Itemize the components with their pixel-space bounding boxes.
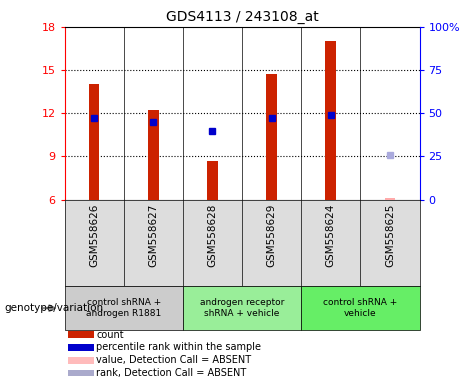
Text: percentile rank within the sample: percentile rank within the sample: [96, 343, 261, 353]
Bar: [68, 370, 94, 376]
Text: GSM558628: GSM558628: [207, 204, 218, 267]
Text: GSM558627: GSM558627: [148, 204, 158, 267]
Bar: [68, 344, 94, 351]
Text: GSM558625: GSM558625: [385, 204, 395, 267]
Bar: [183, 286, 301, 330]
Bar: [207, 161, 218, 200]
Bar: [301, 286, 420, 330]
Bar: [325, 41, 336, 200]
Text: GSM558626: GSM558626: [89, 204, 99, 267]
Bar: [65, 286, 183, 330]
Bar: [68, 357, 94, 364]
Bar: [89, 84, 100, 200]
Text: count: count: [96, 329, 124, 339]
Bar: [266, 74, 277, 200]
Text: androgen receptor
shRNA + vehicle: androgen receptor shRNA + vehicle: [200, 298, 284, 318]
Text: GSM558629: GSM558629: [266, 204, 277, 267]
Bar: [384, 198, 395, 200]
Text: GSM558624: GSM558624: [326, 204, 336, 267]
Bar: [68, 331, 94, 338]
Text: genotype/variation: genotype/variation: [5, 303, 104, 313]
Text: value, Detection Call = ABSENT: value, Detection Call = ABSENT: [96, 355, 252, 365]
Text: control shRNA +
vehicle: control shRNA + vehicle: [323, 298, 397, 318]
Text: control shRNA +
androgen R1881: control shRNA + androgen R1881: [86, 298, 161, 318]
Text: rank, Detection Call = ABSENT: rank, Detection Call = ABSENT: [96, 368, 247, 378]
Bar: [148, 111, 159, 200]
Title: GDS4113 / 243108_at: GDS4113 / 243108_at: [165, 10, 319, 25]
